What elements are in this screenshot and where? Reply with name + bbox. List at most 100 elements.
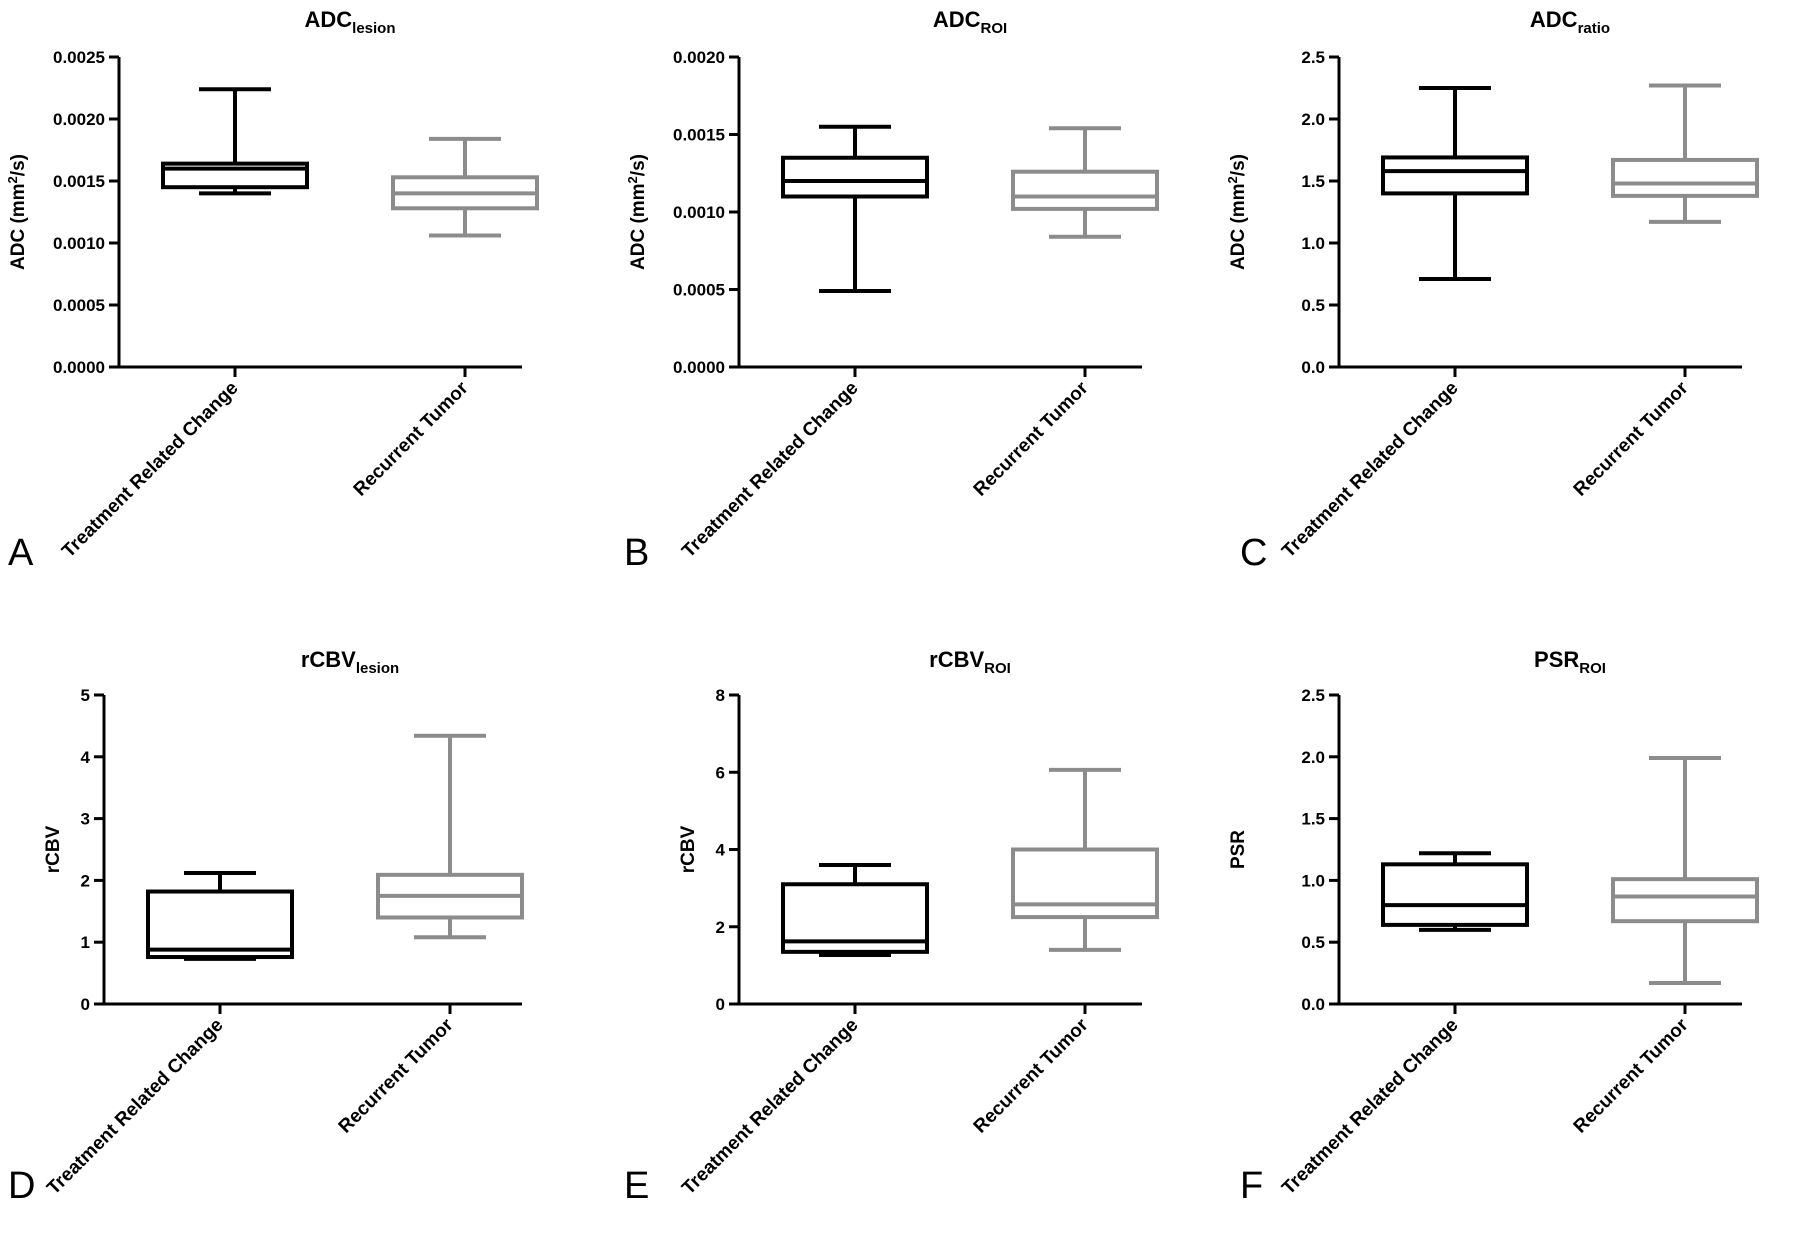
- y-axis-label-superscript: 2: [625, 176, 640, 183]
- chart-title: ADCROI: [933, 7, 1007, 37]
- x-category-label: Treatment Related Change: [58, 378, 242, 562]
- iqr-box: [1381, 155, 1529, 196]
- y-tick-label: 0.0025: [53, 48, 105, 67]
- x-category-label: Recurrent Tumor: [970, 1014, 1093, 1137]
- box-plot-recurrent-tumor: [1011, 767, 1159, 952]
- y-tick-label: 1: [81, 933, 90, 952]
- y-axis-label-text: ADC (mm: [1228, 183, 1249, 270]
- y-tick-label: 1.5: [1301, 172, 1325, 191]
- y-axis-label: ADC (mm2/s): [625, 154, 649, 270]
- iqr-box: [781, 155, 929, 199]
- chart-title-subscript: ROI: [981, 20, 1008, 37]
- box-plot-treatment-related-change: [161, 87, 309, 196]
- y-axis-label-text: rCBV: [678, 825, 699, 873]
- box-plot-recurrent-tumor: [376, 733, 524, 940]
- y-axis-label-superscript: 2: [1225, 176, 1240, 183]
- y-tick-label: 1.5: [1301, 810, 1325, 829]
- chart-panel-b: ADCROI 0.0000 0.0005 0.0010 0.0015 0.0020 ADC …: [624, 7, 1159, 574]
- panel-letter: D: [8, 1165, 35, 1207]
- y-tick-label: 0.0020: [53, 110, 105, 129]
- x-category-label: Recurrent Tumor: [1570, 1014, 1693, 1137]
- y-tick-label: 2: [716, 918, 725, 937]
- y-axis-label-unit: /s): [628, 154, 649, 176]
- y-axis-label: rCBV: [43, 825, 64, 873]
- y-axis-label-text: ADC (mm: [8, 183, 29, 270]
- y-tick-label: 0.0010: [53, 234, 105, 253]
- y-axis-label: PSR: [1228, 830, 1249, 869]
- chart-title-main: ADC: [1530, 7, 1578, 32]
- chart-title: ADClesion: [304, 7, 395, 37]
- panel-letter: B: [624, 532, 649, 574]
- panel-letter: F: [1240, 1165, 1263, 1207]
- y-axis-label: rCBV: [678, 825, 699, 873]
- chart-title-subscript: ROI: [984, 660, 1011, 677]
- box-plot-recurrent-tumor: [1611, 83, 1759, 224]
- y-tick-label: 6: [716, 763, 725, 782]
- iqr-box: [781, 882, 929, 954]
- panel-letter: C: [1240, 532, 1267, 574]
- y-tick-label: 0.0000: [53, 358, 105, 377]
- x-category-label: Treatment Related Change: [1278, 1015, 1462, 1199]
- chart-title-subscript: lesion: [356, 660, 399, 677]
- y-tick-label: 3: [81, 810, 90, 829]
- y-tick-label: 0.0015: [53, 172, 105, 191]
- iqr-box: [1011, 169, 1159, 211]
- y-tick-label: 2: [81, 871, 90, 890]
- chart-title-main: PSR: [1534, 647, 1579, 672]
- y-tick-label: 4: [716, 841, 726, 860]
- iqr-box: [1611, 157, 1759, 198]
- chart-title: PSRROI: [1534, 647, 1606, 677]
- y-axis-label-unit: /s): [8, 154, 29, 176]
- iqr-box: [1381, 862, 1529, 927]
- y-tick-label: 0: [81, 995, 90, 1014]
- y-tick-label: 0.5: [1301, 296, 1325, 315]
- x-category-label: Recurrent Tumor: [350, 377, 473, 500]
- box-plot-recurrent-tumor: [1611, 756, 1759, 985]
- y-tick-label: 2.0: [1301, 110, 1325, 129]
- iqr-box: [146, 889, 294, 960]
- chart-panel-c: ADCratio 0.0 0.5 1.0 1.5 2.0 2.5 ADC (mm2/s) Tre…: [1225, 7, 1759, 574]
- box-plot-treatment-related-change: [1381, 86, 1529, 281]
- y-tick-label: 1.0: [1301, 234, 1325, 253]
- y-tick-label: 0.0: [1301, 995, 1325, 1014]
- chart-title-subscript: ratio: [1578, 20, 1611, 37]
- y-axis-label: ADC (mm2/s): [5, 154, 29, 270]
- x-category-label: Recurrent Tumor: [335, 1014, 458, 1137]
- y-tick-label: 8: [716, 686, 725, 705]
- iqr-box: [1011, 847, 1159, 920]
- y-tick-label: 5: [81, 686, 90, 705]
- chart-panel-a: ADClesion 0.0000 0.0005 0.0010 0.0015 0.0020 0…: [5, 7, 539, 574]
- y-axis-label-superscript: 2: [5, 176, 20, 183]
- box-plot-treatment-related-change: [146, 870, 294, 961]
- y-tick-label: 1.0: [1301, 871, 1325, 890]
- chart-title-subscript: lesion: [352, 20, 395, 37]
- y-tick-label: 0.0005: [673, 281, 725, 300]
- y-axis-label-text: ADC (mm: [628, 183, 649, 270]
- box-plot-treatment-related-change: [781, 862, 929, 957]
- chart-title: rCBVROI: [929, 647, 1011, 677]
- y-axis-label: ADC (mm2/s): [1225, 154, 1249, 270]
- box-plot-recurrent-tumor: [391, 136, 539, 238]
- y-axis-label-text: PSR: [1228, 830, 1249, 869]
- chart-title-main: rCBV: [929, 647, 984, 672]
- iqr-box: [161, 161, 309, 190]
- chart-title: ADCratio: [1530, 7, 1610, 37]
- chart-title-subscript: ROI: [1579, 660, 1606, 677]
- y-tick-label: 0.0: [1301, 358, 1325, 377]
- y-tick-label: 0.0000: [673, 358, 725, 377]
- y-tick-label: 2.5: [1301, 48, 1325, 67]
- y-tick-label: 2.0: [1301, 748, 1325, 767]
- y-tick-label: 0.0005: [53, 296, 105, 315]
- y-tick-label: 4: [81, 748, 91, 767]
- y-axis-label-unit: /s): [1228, 154, 1249, 176]
- chart-title-main: rCBV: [301, 647, 356, 672]
- chart-title-main: ADC: [933, 7, 981, 32]
- x-category-label: Treatment Related Change: [43, 1015, 227, 1199]
- chart-title-main: ADC: [304, 7, 352, 32]
- y-tick-label: 2.5: [1301, 686, 1325, 705]
- y-axis-label-text: rCBV: [43, 825, 64, 873]
